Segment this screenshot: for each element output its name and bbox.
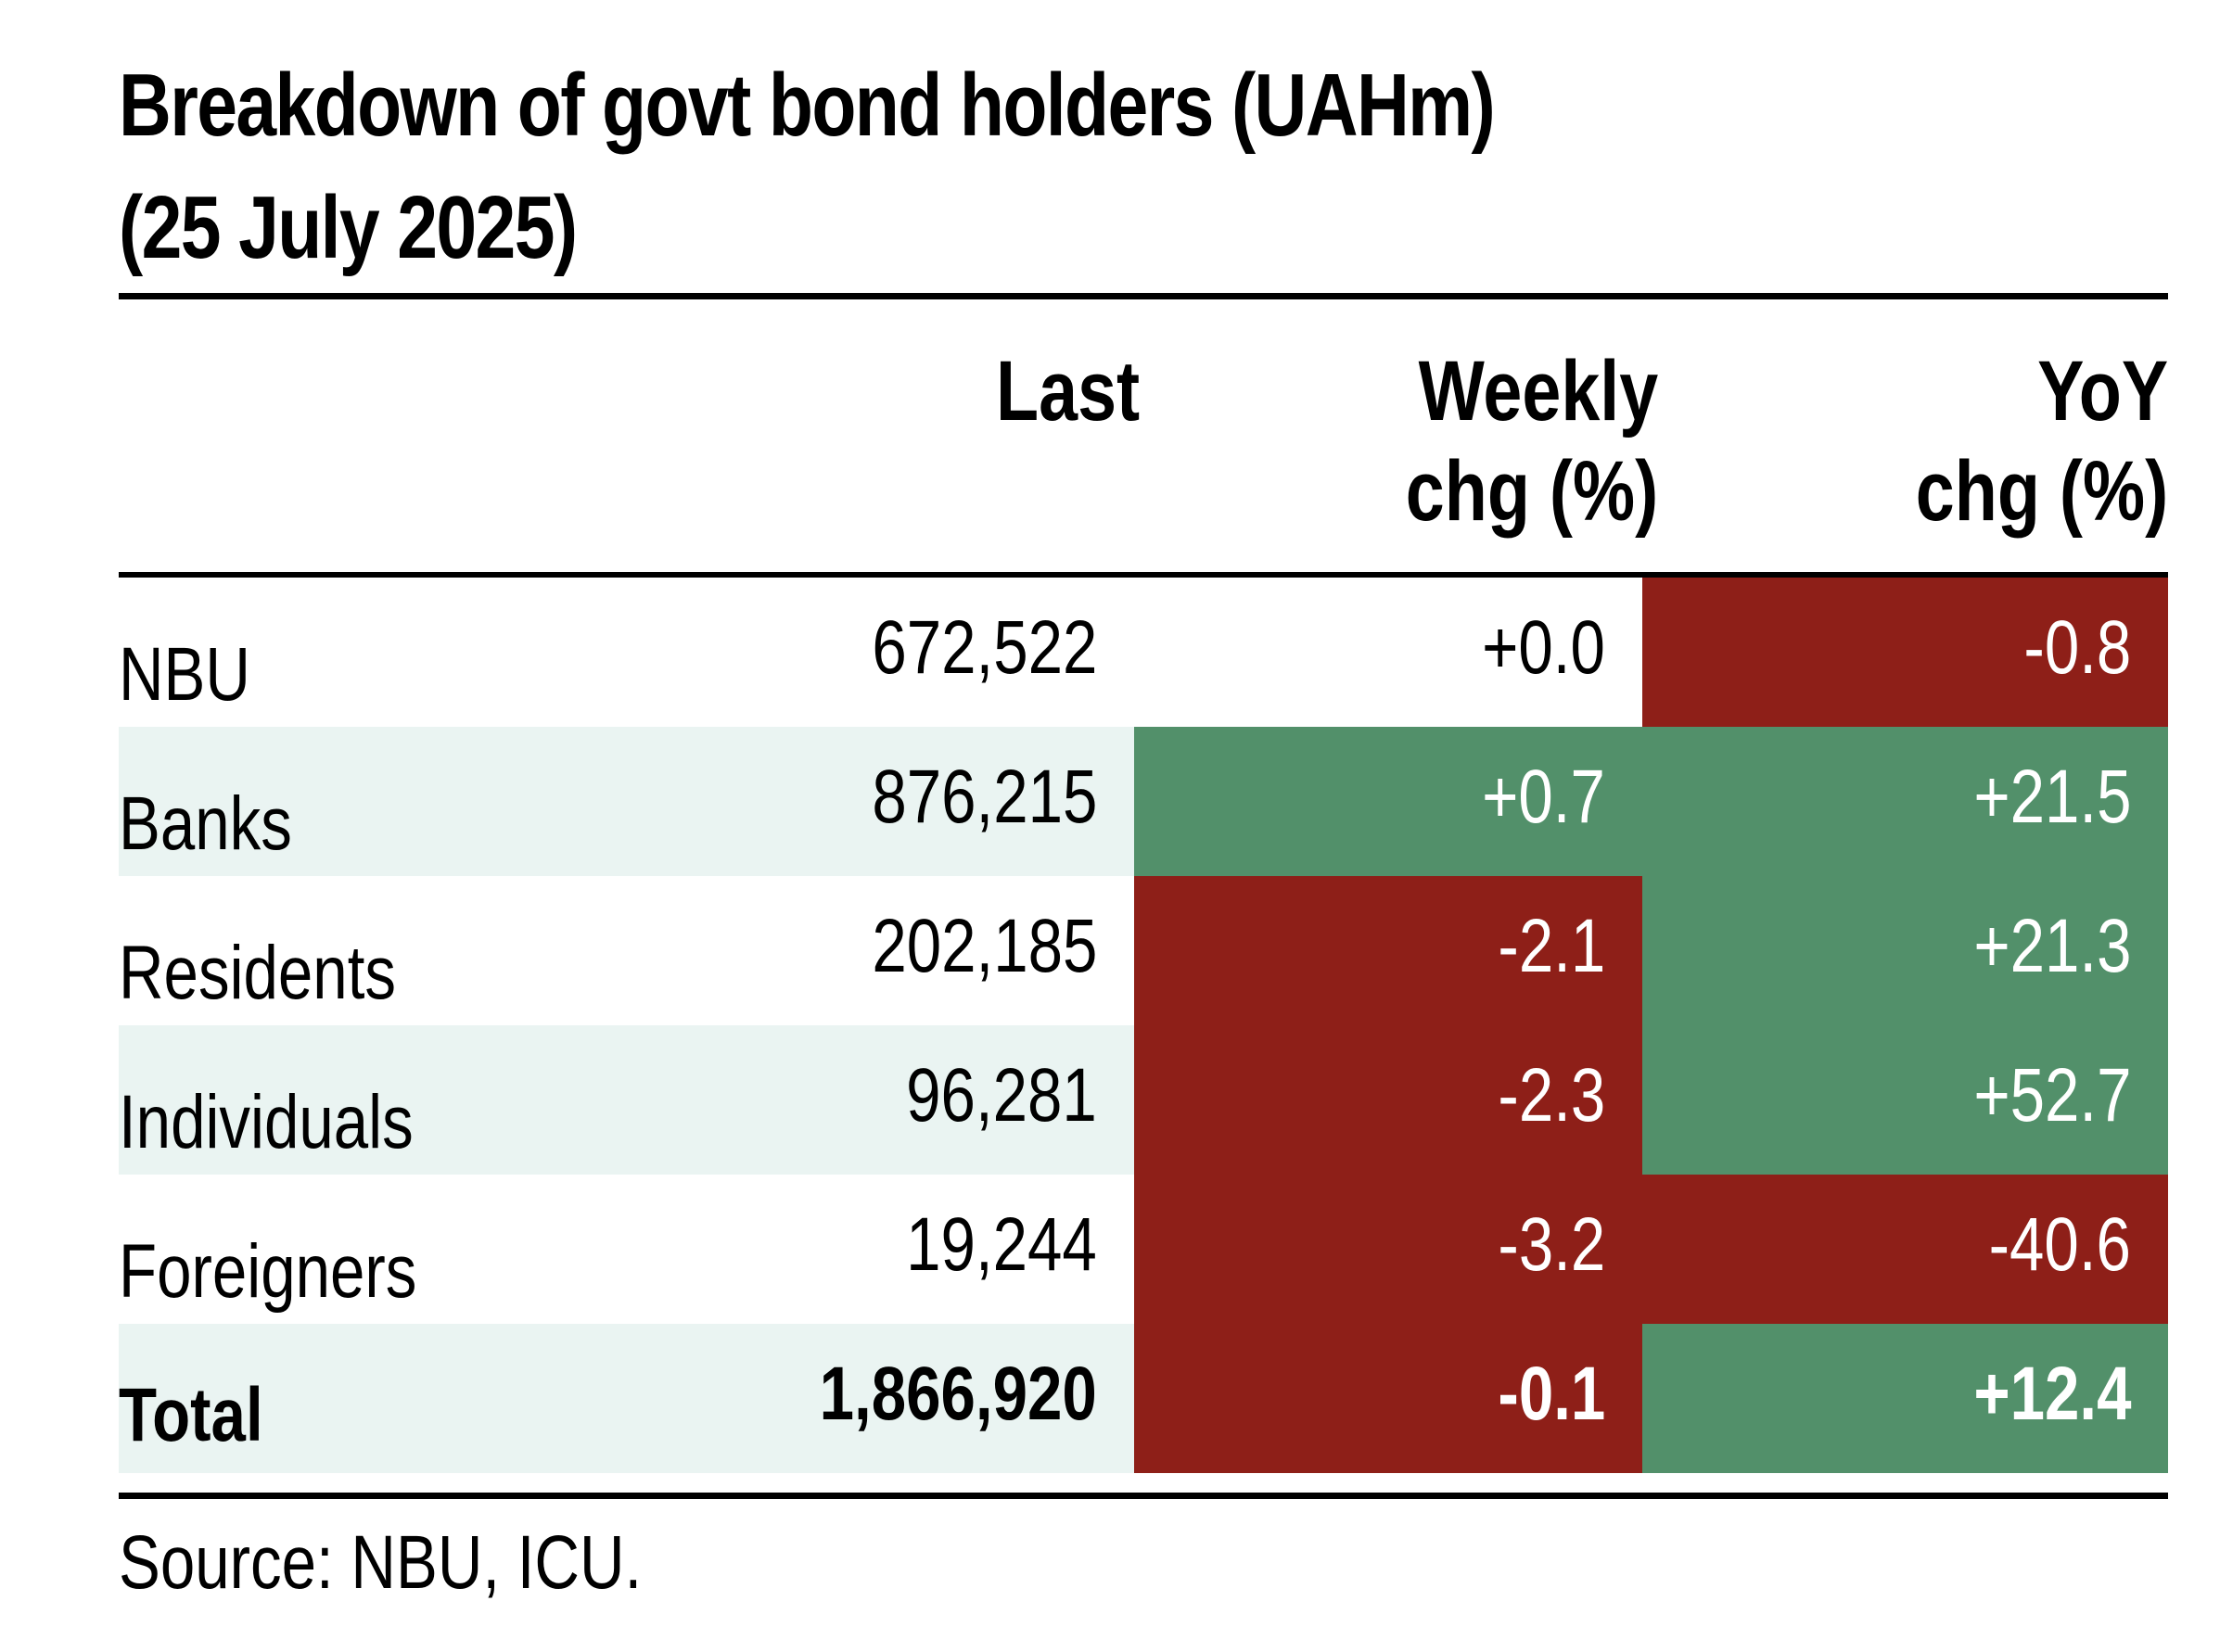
weekly-change-cell: -3.2 — [1134, 1175, 1642, 1324]
last-value: 672,522 — [871, 605, 1097, 690]
yoy-change-cell: +21.3 — [1642, 876, 2168, 1025]
row-label: NBU — [119, 632, 250, 717]
row-label: Foreigners — [119, 1229, 417, 1314]
weekly-change-cell: -2.1 — [1134, 876, 1642, 1025]
column-header-yoy-line-1: YoY — [2036, 344, 2168, 438]
column-header-yoy: YoY chg (%) — [1916, 341, 2168, 541]
row-label: Banks — [119, 782, 292, 866]
yoy-change-value: -40.6 — [1988, 1202, 2131, 1287]
yoy-change-cell: -40.6 — [1642, 1175, 2168, 1324]
weekly-change-value: -0.1 — [1498, 1352, 1605, 1436]
last-value-cell: 96,281 — [119, 1025, 1134, 1175]
row-label-cell: NBU — [119, 578, 1134, 727]
row-label-cell: Banks — [119, 727, 1134, 876]
top-rule — [119, 293, 2168, 299]
column-header-last: Last — [996, 341, 1140, 441]
row-label: Residents — [119, 931, 397, 1015]
table-row-residents: Residents 202,185 -2.1 +21.3 — [119, 876, 2168, 1025]
last-value-cell: 19,244 — [119, 1175, 1134, 1324]
yoy-change-value: +21.3 — [1972, 904, 2131, 988]
chart-title-line-2: (25 July 2025) — [119, 178, 578, 277]
row-label: Total — [119, 1373, 263, 1457]
column-header-weekly: Weekly chg (%) — [1406, 341, 1658, 541]
row-label-cell: Individuals — [119, 1025, 1134, 1175]
weekly-change-cell: -2.3 — [1134, 1025, 1642, 1175]
column-header-yoy-line-2: chg (%) — [1915, 444, 2168, 539]
yoy-change-cell: +12.4 — [1642, 1324, 2168, 1473]
bottom-rule — [119, 1493, 2168, 1499]
yoy-change-value: +52.7 — [1972, 1053, 2131, 1137]
column-header-last-line-1: Last — [995, 344, 1140, 438]
yoy-change-cell: +21.5 — [1642, 727, 2168, 876]
row-label-cell: Total — [119, 1324, 1134, 1473]
last-value-cell: 1,866,920 — [119, 1324, 1134, 1473]
chart-title: Breakdown of govt bond holders (UAHm) (2… — [119, 44, 1792, 289]
row-label: Individuals — [119, 1080, 414, 1164]
last-value: 876,215 — [871, 755, 1097, 839]
yoy-change-value: +21.5 — [1972, 755, 2131, 839]
header-rule — [119, 572, 2168, 578]
weekly-change-value: -2.1 — [1498, 904, 1605, 988]
weekly-change-value: -2.3 — [1498, 1053, 1605, 1137]
table-row-foreigners: Foreigners 19,244 -3.2 -40.6 — [119, 1175, 2168, 1324]
yoy-change-value: +12.4 — [1972, 1352, 2131, 1436]
column-header-weekly-line-2: chg (%) — [1405, 444, 1658, 539]
chart-title-line-1: Breakdown of govt bond holders (UAHm) — [119, 56, 1496, 155]
yoy-change-cell: +52.7 — [1642, 1025, 2168, 1175]
weekly-change-cell: +0.0 — [1134, 578, 1642, 727]
weekly-change-value: -3.2 — [1498, 1202, 1605, 1287]
table-row-banks: Banks 876,215 +0.7 +21.5 — [119, 727, 2168, 876]
row-label-cell: Residents — [119, 876, 1134, 1025]
last-value-cell: 672,522 — [119, 578, 1134, 727]
last-value: 19,244 — [906, 1202, 1097, 1287]
weekly-change-cell: -0.1 — [1134, 1324, 1642, 1473]
column-header-weekly-line-1: Weekly — [1418, 344, 1658, 438]
weekly-change-value: +0.7 — [1482, 755, 1605, 839]
last-value: 202,185 — [871, 904, 1097, 988]
last-value: 96,281 — [906, 1053, 1097, 1137]
yoy-change-value: -0.8 — [2023, 605, 2131, 690]
row-label-cell: Foreigners — [119, 1175, 1134, 1324]
last-value: 1,866,920 — [819, 1352, 1097, 1436]
weekly-change-value: +0.0 — [1482, 605, 1605, 690]
last-value-cell: 876,215 — [119, 727, 1134, 876]
table-row-total: Total 1,866,920 -0.1 +12.4 — [119, 1324, 2168, 1473]
source-note: Source: NBU, ICU. — [119, 1520, 643, 1605]
table-row-nbu: NBU 672,522 +0.0 -0.8 — [119, 578, 2168, 727]
last-value-cell: 202,185 — [119, 876, 1134, 1025]
weekly-change-cell: +0.7 — [1134, 727, 1642, 876]
yoy-change-cell: -0.8 — [1642, 578, 2168, 727]
table-row-individuals: Individuals 96,281 -2.3 +52.7 — [119, 1025, 2168, 1175]
